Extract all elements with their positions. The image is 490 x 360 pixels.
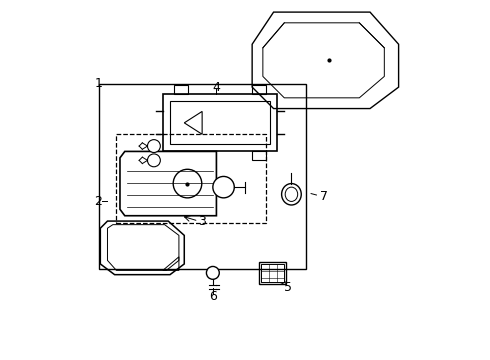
Text: 7: 7 (319, 190, 328, 203)
Bar (98, 84, 306, 269)
Ellipse shape (282, 184, 301, 205)
Bar (259, 262, 286, 284)
Circle shape (213, 176, 234, 198)
Text: 1: 1 (95, 77, 102, 90)
Bar (163, 94, 277, 152)
Circle shape (173, 169, 202, 198)
Bar (117, 134, 267, 223)
Bar (261, 264, 284, 282)
Ellipse shape (285, 187, 298, 202)
Text: 4: 4 (213, 81, 220, 94)
Circle shape (147, 154, 160, 167)
Text: 6: 6 (209, 289, 217, 303)
Polygon shape (120, 152, 217, 216)
Bar (173, 152, 188, 160)
Bar (252, 85, 267, 94)
Text: 2: 2 (95, 195, 102, 208)
Circle shape (206, 266, 220, 279)
Bar (173, 85, 188, 94)
Text: 5: 5 (284, 281, 292, 294)
Bar (252, 152, 267, 160)
Circle shape (147, 140, 160, 153)
Text: 3: 3 (198, 215, 206, 228)
Bar (170, 102, 270, 144)
